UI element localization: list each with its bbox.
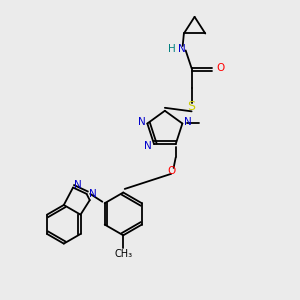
- Text: O: O: [167, 166, 176, 176]
- Text: O: O: [217, 63, 225, 73]
- Text: N: N: [89, 189, 97, 199]
- Text: N: N: [184, 117, 192, 127]
- Text: N: N: [74, 180, 82, 190]
- Text: N: N: [144, 141, 152, 151]
- Text: N: N: [137, 117, 145, 127]
- Text: N: N: [178, 44, 186, 54]
- Text: CH₃: CH₃: [114, 249, 132, 259]
- Text: H: H: [168, 44, 176, 54]
- Text: S: S: [188, 100, 196, 113]
